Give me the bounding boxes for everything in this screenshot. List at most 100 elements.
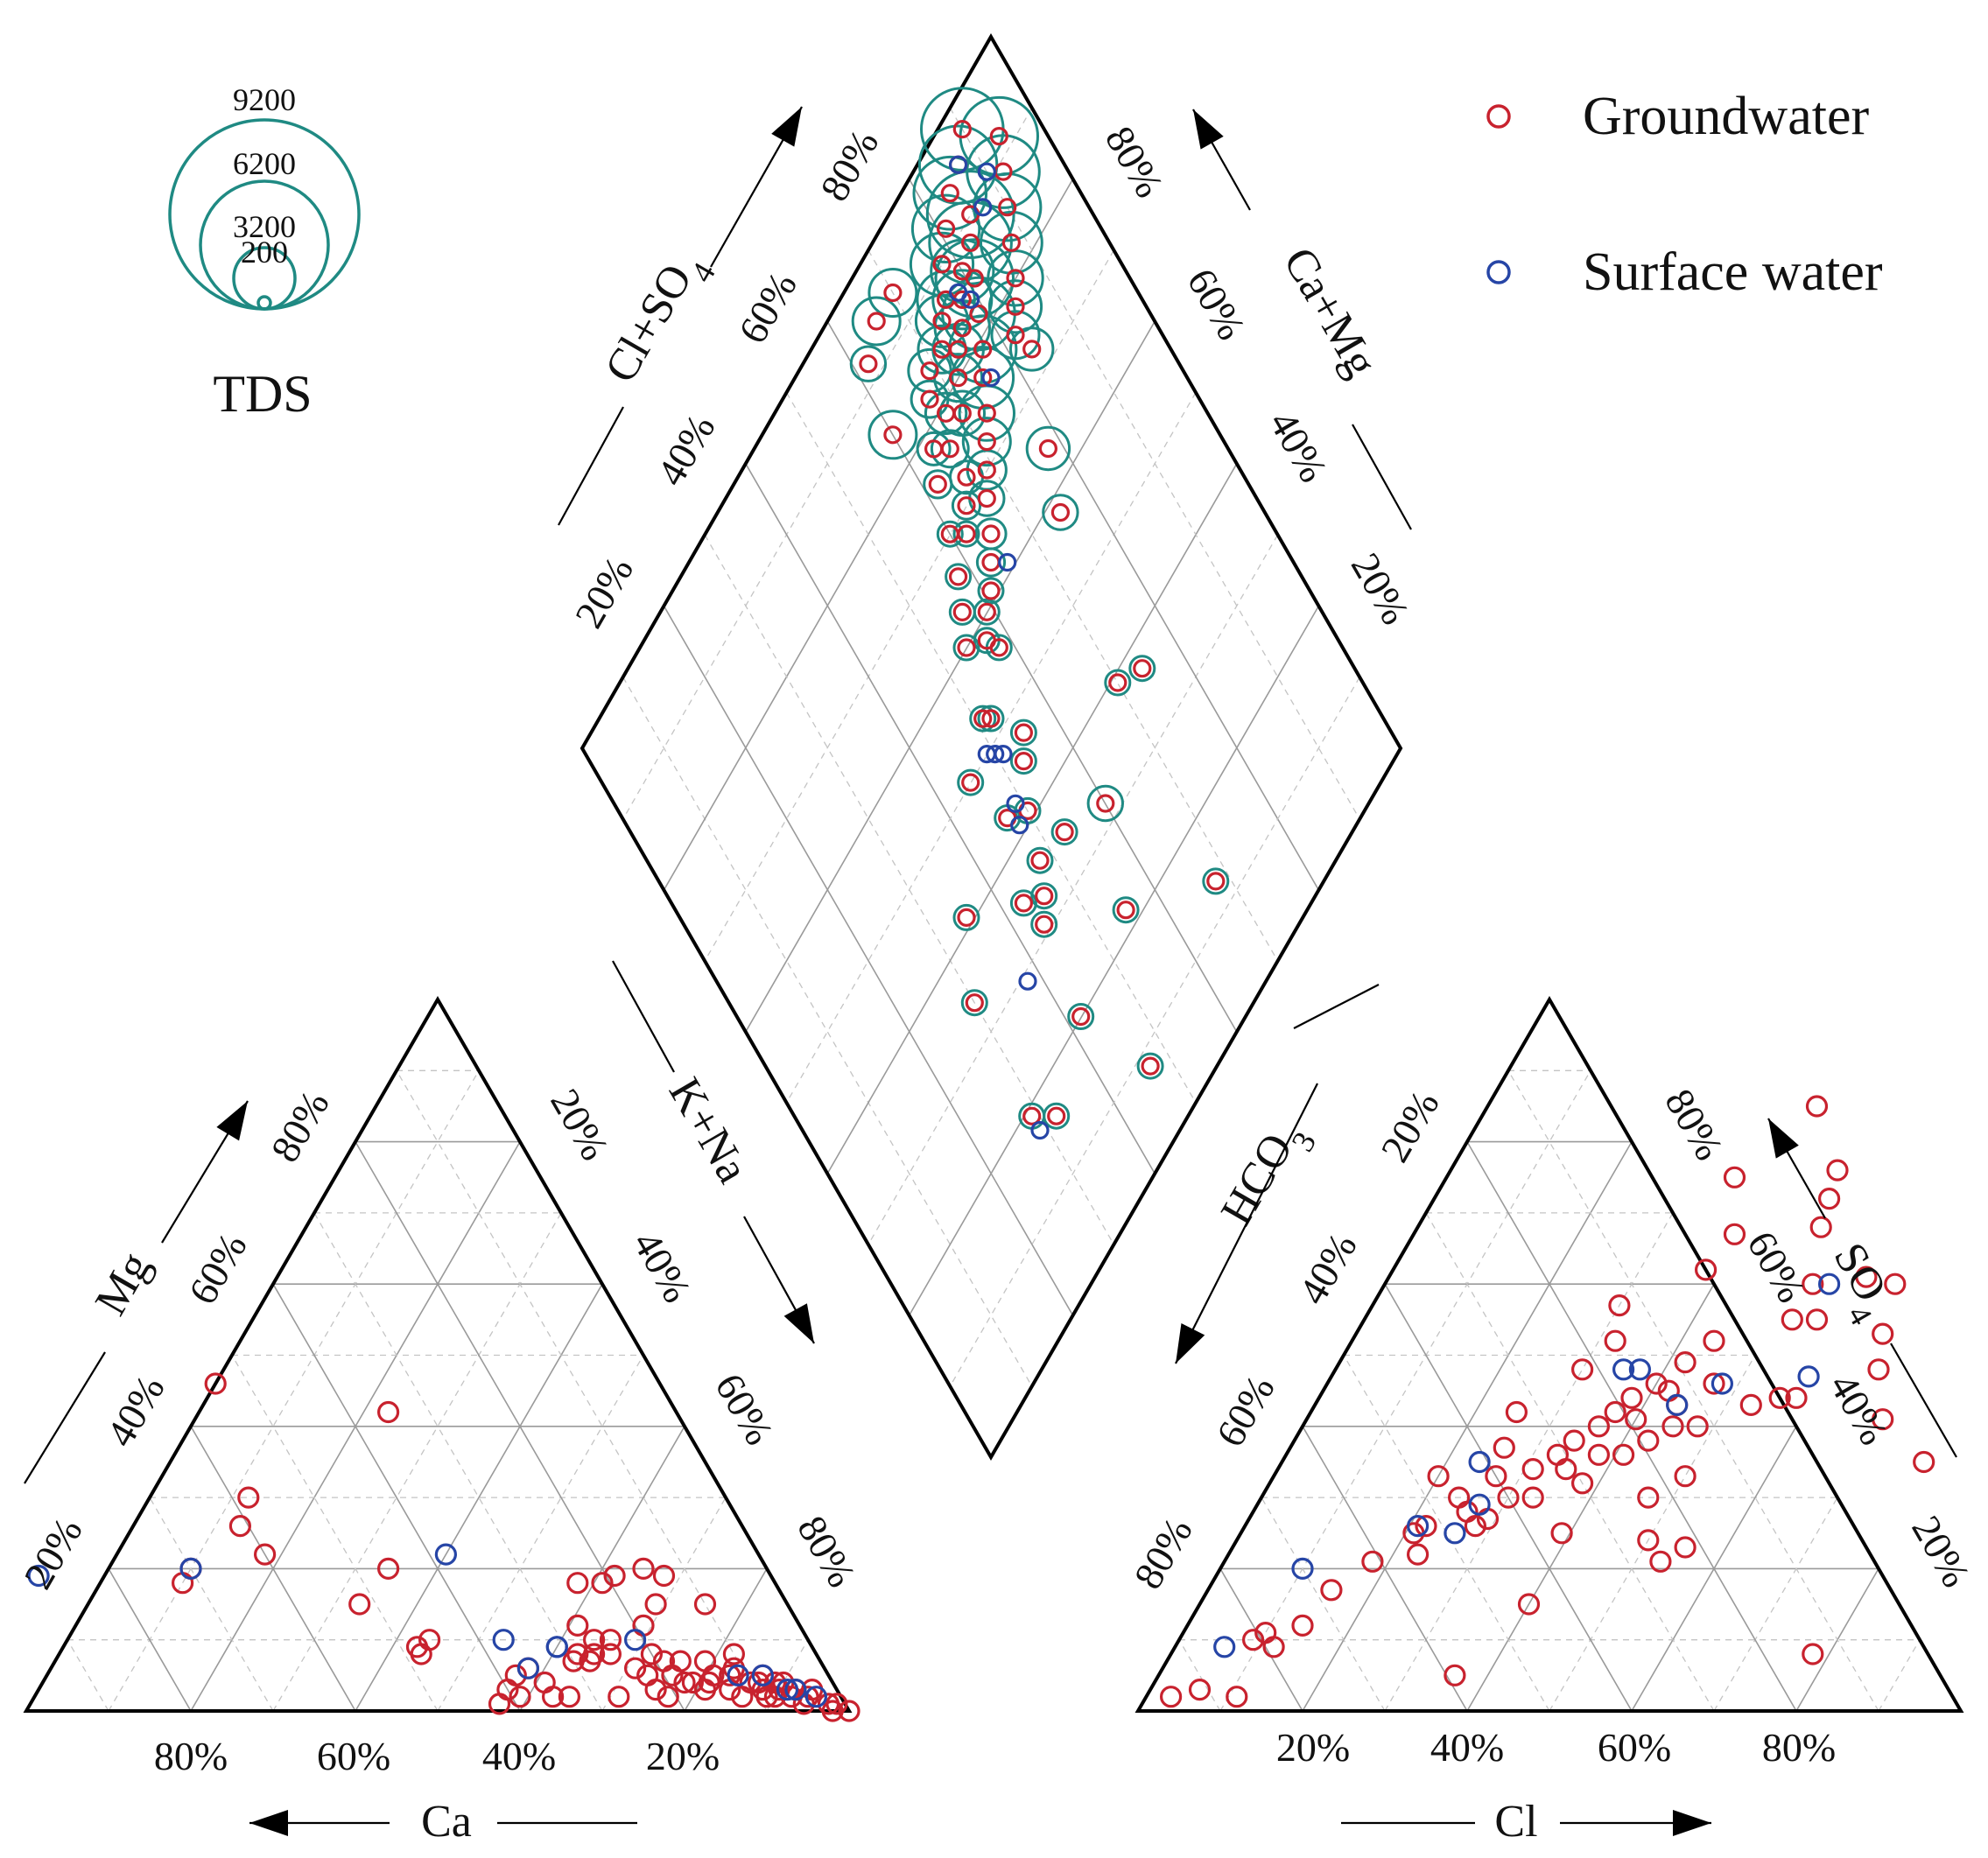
diamond-left-tick: 80% [811, 123, 887, 209]
diamond-point [1035, 915, 1054, 934]
anion-grid-line [1384, 1283, 1633, 1712]
diamond-camg-arrow-head [1193, 109, 1224, 150]
diamond-point [952, 262, 972, 281]
diamond-point [1038, 438, 1058, 459]
anion-point [1444, 1522, 1466, 1545]
anion-grid-line [1425, 1212, 1715, 1712]
anion-point [1872, 1408, 1894, 1431]
cation-grid-line [437, 1355, 644, 1712]
anion-point [1604, 1400, 1626, 1424]
anion-point [1711, 1372, 1734, 1395]
cation-point [377, 1557, 400, 1581]
cation-grid-line [231, 1355, 439, 1712]
diamond-point [1014, 723, 1034, 742]
cation-point [488, 1693, 511, 1715]
anion-point [1661, 1415, 1684, 1438]
anion-point [1291, 1614, 1314, 1637]
diamond-point [986, 744, 1005, 764]
anion-point [1587, 1443, 1611, 1466]
diamond-axis-title-clso4: Cl+SO4 [595, 242, 722, 398]
grid-layer [24, 107, 1957, 1825]
anion-point [1555, 1457, 1577, 1481]
diamond-tds-circle [966, 134, 1041, 209]
anion-point [1612, 1358, 1635, 1381]
cation-point [652, 1564, 676, 1588]
diamond-tds-circle [945, 563, 973, 591]
diamond-tds-circle [1009, 747, 1037, 775]
anion-point [1797, 1365, 1820, 1388]
cation-point [693, 1650, 717, 1672]
cation-point [591, 1572, 614, 1595]
legend-label-groundwater: Groundwater [1583, 87, 1869, 146]
cation-point [640, 1643, 664, 1665]
anion-point [1485, 1465, 1507, 1488]
diamond-tds-circle [925, 170, 1015, 259]
anion-point [1625, 1408, 1647, 1431]
diamond-tds-circle [1104, 669, 1132, 697]
cation-point [179, 1557, 202, 1581]
diamond-tds-circle [1009, 719, 1037, 747]
anion-point [1444, 1664, 1466, 1686]
cation-point [632, 1557, 655, 1581]
anion-point [1723, 1166, 1746, 1188]
diamond-point [969, 304, 988, 324]
anion-point [1637, 1429, 1660, 1452]
diamond-grid-line [868, 534, 1279, 1245]
diamond-grid-line [949, 107, 1360, 820]
anion-point [1406, 1514, 1430, 1538]
anion-bottom-tick: 60% [1598, 1725, 1671, 1770]
cation-point [566, 1643, 589, 1665]
diamond-clso4-arrow-head [771, 107, 802, 147]
diamond-point [977, 488, 996, 508]
diamond-point [981, 709, 1001, 728]
diamond-grid-line [745, 320, 1156, 1033]
diamond-point [948, 340, 968, 359]
diamond-point [940, 524, 959, 543]
anion-grid-line [1549, 1355, 1756, 1712]
diamond-tds-circle [1009, 889, 1037, 917]
cation-grid-line [313, 1212, 603, 1712]
diamond-point [1047, 1106, 1066, 1125]
diamond-tds-circle [951, 490, 982, 521]
anion-hco3-arrow [1175, 1083, 1318, 1364]
diamond-point [948, 567, 968, 586]
diamond-point [977, 631, 996, 650]
diamond-point [1022, 340, 1042, 359]
anion-point [1645, 1372, 1668, 1395]
cation-point [776, 1678, 799, 1701]
diamond-point [883, 425, 903, 445]
anion-left-tick: 80% [1125, 1510, 1200, 1596]
cation-point [558, 1686, 581, 1708]
cation-left-tick: 60% [179, 1225, 255, 1312]
cation-point [722, 1643, 746, 1665]
cation-mg-arrow-head [216, 1101, 248, 1141]
anion-point [1188, 1678, 1212, 1701]
tds-legend-value: 6200 [233, 146, 296, 181]
cation-mg-arrow-tail [24, 1351, 106, 1484]
diamond-tds-circle [977, 705, 1005, 733]
diamond-frame [580, 32, 1403, 1462]
anion-point [1415, 1514, 1437, 1538]
cation-point [784, 1678, 807, 1701]
diamond-tds-circle [1026, 846, 1054, 874]
cation-left-tick: 20% [15, 1510, 90, 1596]
anion-point [1872, 1322, 1894, 1345]
legend-marker-groundwater [1486, 104, 1511, 129]
anion-grid-line [1261, 1497, 1386, 1712]
cation-point [533, 1671, 556, 1694]
diamond-point [977, 602, 996, 621]
diamond-point [957, 496, 976, 515]
anion-bottom-tick: 40% [1430, 1725, 1504, 1770]
anion-grid-line [1466, 1141, 1797, 1712]
cation-point [599, 1629, 622, 1651]
anion-point [1521, 1457, 1544, 1481]
anion-point [1320, 1579, 1343, 1602]
diamond-point [1014, 894, 1034, 913]
diamond-point [977, 460, 996, 480]
anion-hco3-arrow-head [1176, 1322, 1205, 1364]
anion-point [1785, 1386, 1808, 1409]
diamond-point [1006, 269, 1025, 288]
diamond-point [920, 389, 939, 409]
anion-point [1802, 1273, 1824, 1295]
